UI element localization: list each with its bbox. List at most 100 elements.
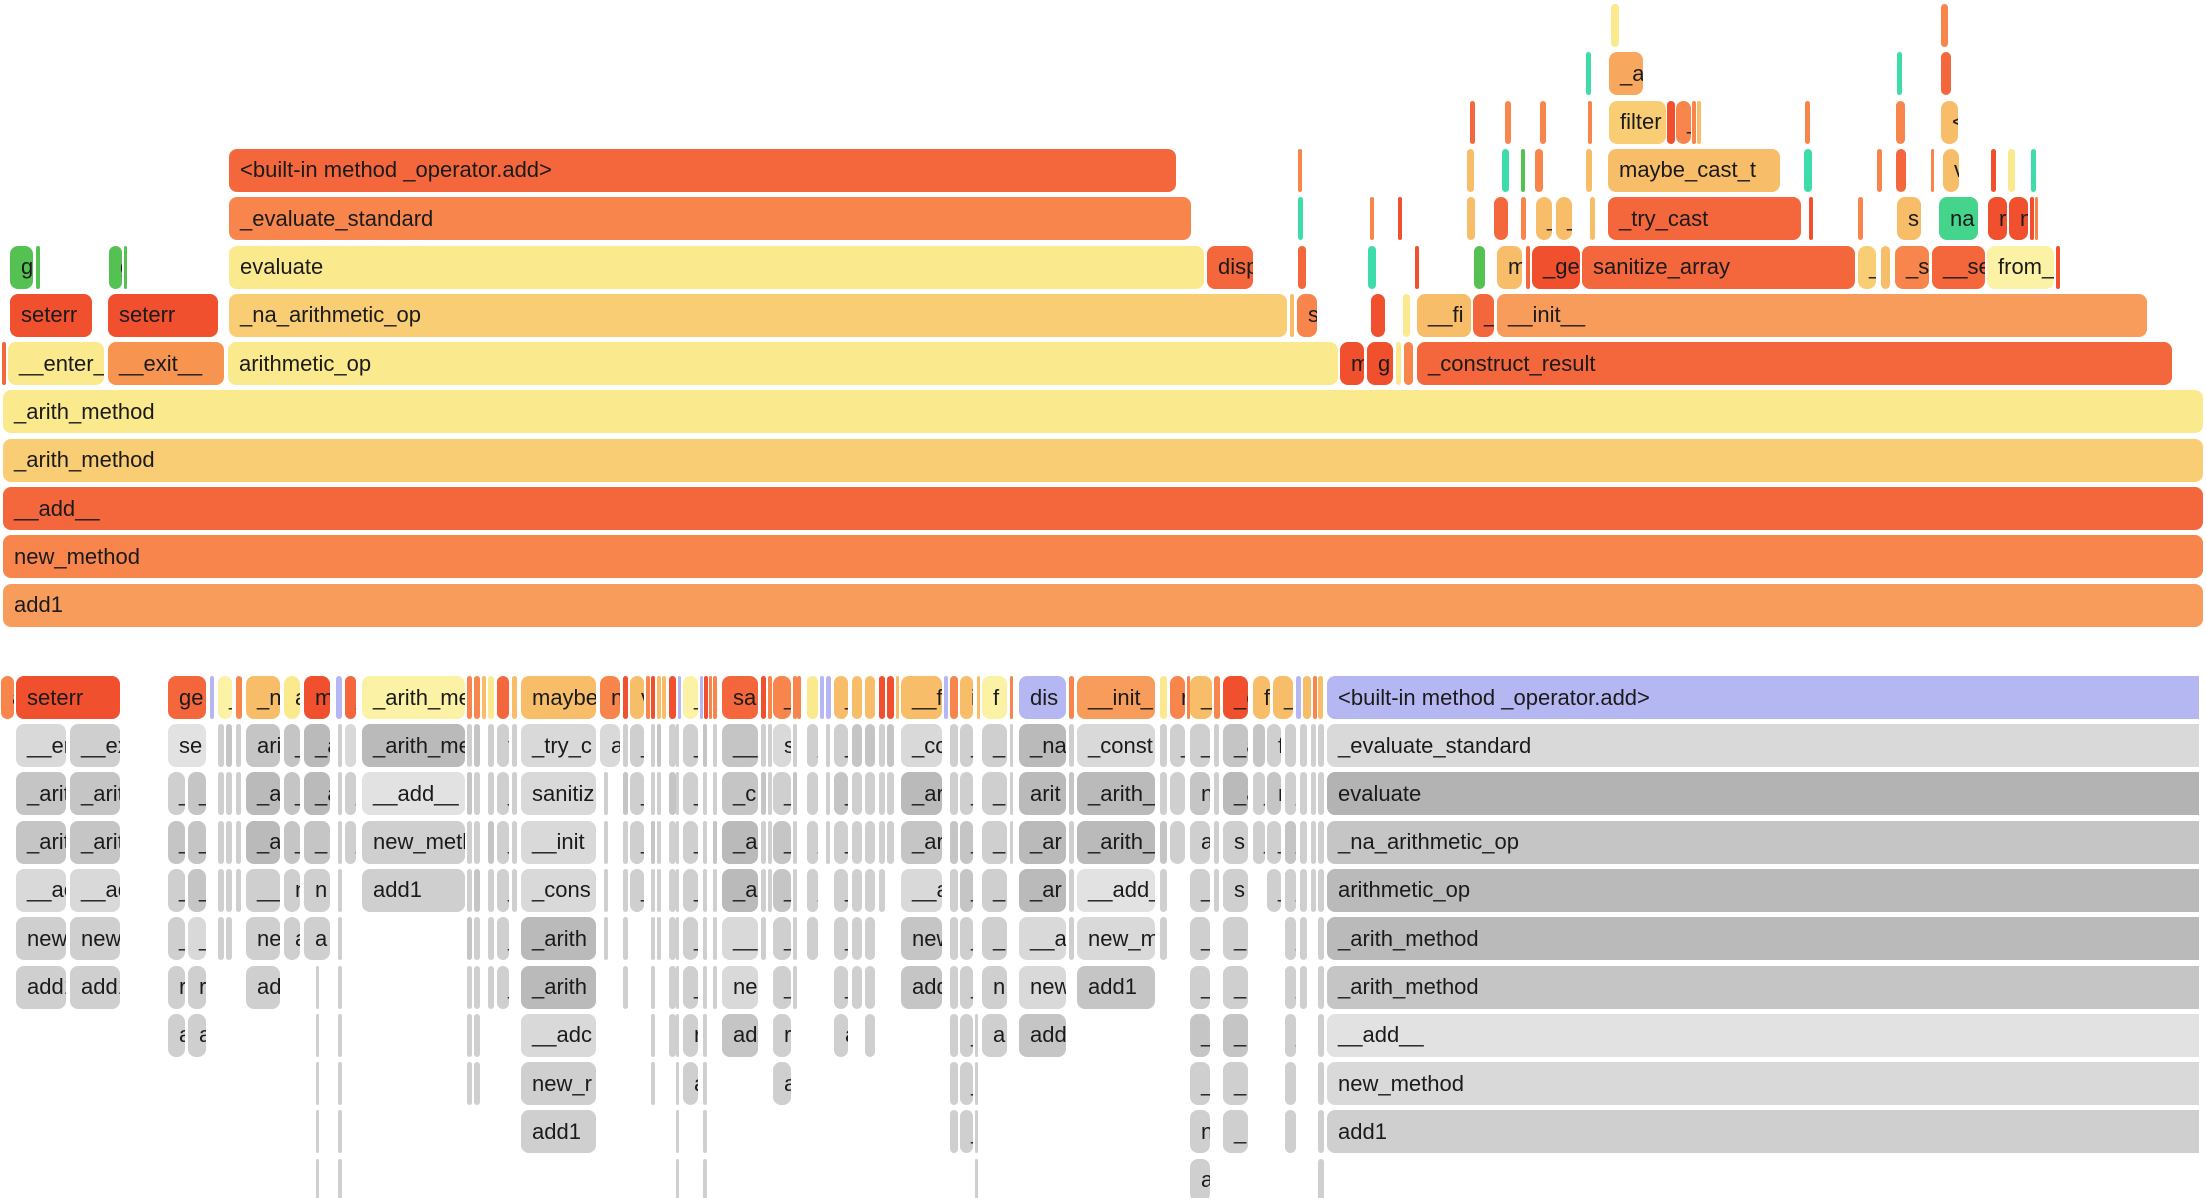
caller-frame[interactable]: _a	[246, 772, 280, 816]
caller-sliver[interactable]	[703, 1110, 707, 1154]
caller-frame[interactable]: m	[1267, 772, 1281, 816]
caller-sliver[interactable]	[467, 868, 472, 912]
caller-frame[interactable]: _na_arithmetic_op	[1327, 820, 2199, 864]
flame-frame[interactable]: __add__	[2, 487, 2203, 530]
caller-frame[interactable]: _	[807, 820, 818, 864]
leaf-sliver[interactable]	[651, 676, 655, 719]
caller-sliver[interactable]	[852, 724, 862, 767]
caller-sliver[interactable]	[623, 724, 628, 767]
caller-sliver[interactable]	[338, 820, 342, 864]
caller-frame[interactable]: _	[497, 772, 509, 816]
caller-sliver[interactable]	[623, 772, 628, 816]
caller-sliver[interactable]	[1311, 820, 1316, 864]
caller-sliver[interactable]	[474, 772, 480, 816]
caller-sliver[interactable]	[474, 965, 480, 1009]
caller-frame[interactable]: a	[1190, 820, 1210, 864]
caller-sliver[interactable]	[1069, 724, 1074, 767]
flame-sliver[interactable]	[1588, 100, 1592, 144]
leaf-frame[interactable]: dis	[1019, 676, 1066, 719]
leaf-frame[interactable]: _arith_me	[362, 676, 465, 719]
caller-sliver[interactable]	[1311, 772, 1316, 816]
caller-frame[interactable]: fi	[1267, 724, 1281, 767]
caller-sliver[interactable]	[669, 917, 676, 961]
caller-sliver[interactable]	[676, 772, 679, 816]
caller-frame[interactable]: _	[981, 724, 1007, 767]
caller-sliver[interactable]	[226, 772, 232, 816]
caller-sliver[interactable]	[1300, 917, 1307, 961]
caller-sliver[interactable]	[713, 917, 717, 961]
caller-frame[interactable]: _arith_method	[1327, 917, 2199, 961]
leaf-frame[interactable]: i	[960, 676, 973, 719]
caller-sliver[interactable]	[703, 724, 707, 767]
caller-sliver[interactable]	[338, 772, 342, 816]
caller-frame[interactable]: n	[304, 868, 330, 912]
caller-frame[interactable]: _	[865, 917, 875, 961]
caller-frame[interactable]: _a	[304, 724, 330, 767]
caller-sliver[interactable]	[1300, 772, 1307, 816]
leaf-frame[interactable]: _	[683, 676, 698, 719]
caller-frame[interactable]: __exit_	[69, 724, 120, 767]
caller-frame[interactable]: _	[773, 820, 791, 864]
leaf-sliver[interactable]	[467, 676, 472, 719]
flame-sliver[interactable]	[1877, 148, 1882, 192]
caller-sliver[interactable]	[768, 868, 772, 912]
caller-sliver[interactable]	[950, 1110, 958, 1154]
leaf-frame[interactable]: a	[0, 676, 14, 719]
caller-sliver[interactable]	[338, 1158, 342, 1198]
flame-sliver[interactable]	[1858, 197, 1863, 241]
caller-sliver[interactable]	[676, 965, 679, 1009]
caller-frame[interactable]: new_n	[69, 917, 120, 961]
caller-frame[interactable]: _	[981, 772, 1007, 816]
caller-frame[interactable]: a	[283, 917, 300, 961]
caller-frame[interactable]: _	[865, 724, 875, 767]
caller-sliver[interactable]	[1069, 868, 1074, 912]
caller-sliver[interactable]	[474, 868, 480, 912]
caller-frame[interactable]: _	[283, 724, 300, 767]
caller-sliver[interactable]	[761, 724, 766, 767]
caller-frame[interactable]: n	[981, 965, 1007, 1009]
caller-sliver[interactable]	[316, 965, 319, 1009]
caller-frame[interactable]: _	[683, 820, 698, 864]
caller-frame[interactable]: _	[1190, 724, 1210, 767]
caller-sliver[interactable]	[1318, 965, 1324, 1009]
caller-frame[interactable]: sanitiz	[521, 772, 596, 816]
caller-sliver[interactable]	[651, 965, 655, 1009]
flame-sliver[interactable]	[1941, 52, 1951, 96]
flame-sliver[interactable]	[1586, 52, 1591, 96]
caller-frame[interactable]: _	[773, 917, 791, 961]
caller-sliver[interactable]	[768, 724, 772, 767]
caller-frame[interactable]: _	[807, 724, 818, 767]
caller-frame[interactable]: _arith_	[69, 820, 120, 864]
caller-frame[interactable]: _	[1190, 965, 1210, 1009]
caller-sliver[interactable]	[761, 820, 766, 864]
leaf-frame[interactable]: __f	[901, 676, 942, 719]
caller-sliver[interactable]	[218, 772, 224, 816]
caller-frame[interactable]: __add_	[1077, 868, 1155, 912]
leaf-frame[interactable]: a	[283, 676, 300, 719]
caller-frame[interactable]: __add__	[362, 772, 465, 816]
caller-frame[interactable]: ad	[246, 965, 280, 1009]
caller-frame[interactable]: add	[901, 965, 942, 1009]
flame-sliver[interactable]	[1298, 245, 1306, 289]
caller-sliver[interactable]	[488, 724, 494, 767]
caller-sliver[interactable]	[474, 724, 480, 767]
caller-frame[interactable]: _ar	[901, 772, 942, 816]
leaf-frame[interactable]: r	[1170, 676, 1185, 719]
leaf-sliver[interactable]	[768, 676, 772, 719]
caller-frame[interactable]: _cons	[521, 868, 596, 912]
flame-sliver[interactable]	[1991, 148, 1996, 192]
caller-sliver[interactable]	[657, 724, 661, 767]
leaf-sliver[interactable]	[977, 676, 980, 719]
caller-sliver[interactable]	[852, 917, 862, 961]
caller-frame[interactable]: a	[807, 917, 818, 961]
caller-frame[interactable]: a	[1190, 1158, 1210, 1198]
caller-frame[interactable]: _	[630, 724, 644, 767]
caller-frame[interactable]: _	[950, 772, 958, 816]
caller-sliver[interactable]	[1214, 868, 1219, 912]
flame-sliver[interactable]	[2007, 148, 2015, 192]
caller-frame[interactable]: _	[834, 917, 848, 961]
caller-frame[interactable]: _	[497, 820, 509, 864]
caller-sliver[interactable]	[713, 868, 717, 912]
caller-frame[interactable]: _	[1223, 1013, 1248, 1057]
caller-frame[interactable]: a	[226, 917, 232, 961]
